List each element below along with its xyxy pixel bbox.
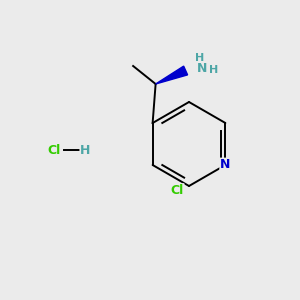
Polygon shape	[156, 66, 188, 84]
Text: N: N	[197, 62, 207, 76]
Text: H: H	[195, 52, 204, 63]
Text: H: H	[80, 143, 91, 157]
Text: N: N	[220, 158, 231, 172]
Text: H: H	[209, 65, 218, 75]
Text: Cl: Cl	[170, 184, 184, 197]
Text: Cl: Cl	[47, 143, 61, 157]
